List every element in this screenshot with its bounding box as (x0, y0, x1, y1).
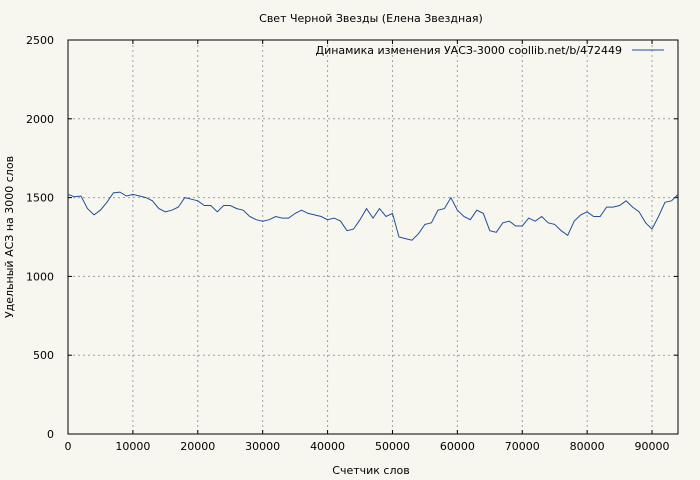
y-axis-label: Удельный АСЗ на 3000 слов (3, 156, 16, 318)
x-axis: 0 10000 20000 30000 40000 50000 60000 70000 8000… (65, 40, 670, 453)
y-tick-label: 1500 (26, 192, 54, 205)
x-tick-label: 90000 (635, 440, 670, 453)
x-axis-label: Счетчик слов (332, 464, 409, 477)
x-tick-label: 10000 (115, 440, 150, 453)
x-tick-label: 60000 (440, 440, 475, 453)
legend-label: Динамика изменения УАСЗ-3000 coollib.net… (316, 44, 623, 57)
y-tick-label: 2500 (26, 34, 54, 47)
y-tick-label: 2000 (26, 113, 54, 126)
x-tick-label: 70000 (505, 440, 540, 453)
x-tick-label: 20000 (180, 440, 215, 453)
chart-title: Свет Черной Звезды (Елена Звездная) (259, 12, 483, 25)
y-tick-label: 0 (47, 428, 54, 441)
x-tick-label: 30000 (245, 440, 280, 453)
y-tick-label: 1000 (26, 270, 54, 283)
y-tick-label: 500 (33, 349, 54, 362)
x-tick-label: 50000 (375, 440, 410, 453)
y-axis: 0 500 1000 1500 2000 2500 (26, 34, 678, 441)
series-line (67, 191, 679, 241)
x-tick-label: 0 (65, 440, 72, 453)
grid (68, 40, 678, 434)
x-tick-label: 40000 (310, 440, 345, 453)
plot-area-frame (67, 39, 679, 435)
legend: Динамика изменения УАСЗ-3000 coollib.net… (316, 44, 664, 57)
x-tick-label: 80000 (570, 440, 605, 453)
